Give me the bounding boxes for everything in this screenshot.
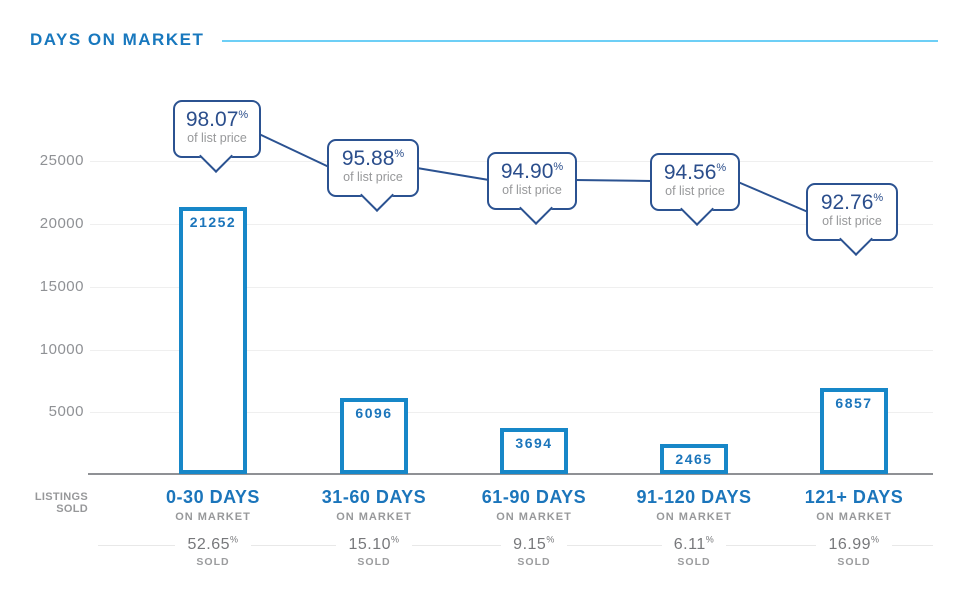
gridline-15000 xyxy=(90,287,933,288)
gridline-5000 xyxy=(90,412,933,413)
category-sublabel: ON MARKET xyxy=(496,511,572,523)
percent-sign: % xyxy=(705,534,715,545)
percent-sign: % xyxy=(391,534,400,545)
sold-pct-121-plus: 16.99% SOLD xyxy=(769,534,939,568)
callout-value: 98.07 xyxy=(185,108,239,131)
bar-value-label: 6857 xyxy=(835,395,873,411)
category-121-plus-days: 121+ DAYS ON MARKET xyxy=(769,487,939,523)
category-label: 121+ DAYS xyxy=(804,487,904,507)
callout-list-price-31-60: 95.88% of list price xyxy=(327,139,419,212)
callout-value: 94.56 xyxy=(663,161,717,184)
percent-sign: % xyxy=(230,534,239,545)
sold-pct-0-30: 52.65% SOLD xyxy=(128,534,298,568)
header-divider-line xyxy=(222,40,938,42)
callout-subtext: of list price xyxy=(502,183,562,197)
category-0-30-days: 0-30 DAYS ON MARKET xyxy=(128,487,298,523)
page-title: DAYS ON MARKET xyxy=(30,30,205,49)
callout-subtext: of list price xyxy=(187,131,247,145)
bar-value-label: 6096 xyxy=(355,405,393,421)
category-label: 91-120 DAYS xyxy=(636,487,752,507)
callout-subtext: of list price xyxy=(665,184,725,198)
ytick-25000: 25000 xyxy=(39,152,84,169)
bar-value-label: 2465 xyxy=(675,451,713,467)
ytick-10000: 10000 xyxy=(39,341,84,358)
sold-pct-value: 9.15 xyxy=(513,536,547,553)
sold-pct-value: 16.99 xyxy=(828,536,872,553)
category-label: 31-60 DAYS xyxy=(321,487,427,507)
sold-pct-31-60: 15.10% SOLD xyxy=(289,534,459,568)
bar-value-label: 3694 xyxy=(515,435,553,451)
category-61-90-days: 61-90 DAYS ON MARKET xyxy=(449,487,619,523)
gridline-20000 xyxy=(90,224,933,225)
callout-value: 95.88 xyxy=(341,147,395,170)
percent-sign: % xyxy=(873,192,884,204)
callout-list-price-0-30: 98.07% of list price xyxy=(173,100,261,173)
sold-pct-61-90: 9.15% SOLD xyxy=(449,534,619,568)
sold-pct-value: 15.10 xyxy=(348,536,392,553)
callout-list-price-91-120: 94.56% of list price xyxy=(650,153,740,226)
sold-word: SOLD xyxy=(837,556,871,568)
callout-subtext: of list price xyxy=(822,214,882,228)
callout-list-price-61-90: 94.90% of list price xyxy=(487,152,577,225)
sold-pct-value: 52.65 xyxy=(187,536,231,553)
percent-sign: % xyxy=(871,534,880,545)
ytick-5000: 5000 xyxy=(48,403,84,420)
x-axis-baseline xyxy=(88,473,933,475)
ytick-20000: 20000 xyxy=(39,215,84,232)
callout-value: 92.76 xyxy=(820,191,874,214)
category-sublabel: ON MARKET xyxy=(336,511,412,523)
sold-word: SOLD xyxy=(196,556,230,568)
gridline-10000 xyxy=(90,350,933,351)
category-sublabel: ON MARKET xyxy=(175,511,251,523)
bar-91-120-days: 2465 xyxy=(660,444,728,474)
percent-sign: % xyxy=(716,162,727,174)
category-label: 0-30 DAYS xyxy=(166,487,260,507)
sold-word: SOLD xyxy=(517,556,551,568)
percent-sign: % xyxy=(238,109,249,121)
category-31-60-days: 31-60 DAYS ON MARKET xyxy=(289,487,459,523)
callout-value: 94.90 xyxy=(500,160,554,183)
sold-word: SOLD xyxy=(677,556,711,568)
sold-pct-91-120: 6.11% SOLD xyxy=(609,534,779,568)
bar-61-90-days: 3694 xyxy=(500,428,568,474)
bar-121-plus-days: 6857 xyxy=(820,388,888,474)
category-sublabel: ON MARKET xyxy=(816,511,892,523)
sold-word: SOLD xyxy=(357,556,391,568)
bar-0-30-days: 21252 xyxy=(179,207,247,474)
listings-sold-axis-label: LISTINGS SOLD xyxy=(34,491,88,515)
callout-subtext: of list price xyxy=(343,170,403,184)
percent-sign: % xyxy=(394,148,405,160)
sold-pct-value: 6.11 xyxy=(673,536,706,553)
percent-sign: % xyxy=(553,161,564,173)
category-91-120-days: 91-120 DAYS ON MARKET xyxy=(609,487,779,523)
ytick-15000: 15000 xyxy=(39,278,84,295)
category-sublabel: ON MARKET xyxy=(656,511,732,523)
callout-list-price-121-plus: 92.76% of list price xyxy=(806,183,898,256)
bar-31-60-days: 6096 xyxy=(340,398,408,474)
category-label: 61-90 DAYS xyxy=(481,487,587,507)
bar-value-label: 21252 xyxy=(189,214,237,230)
percent-sign: % xyxy=(546,534,555,545)
